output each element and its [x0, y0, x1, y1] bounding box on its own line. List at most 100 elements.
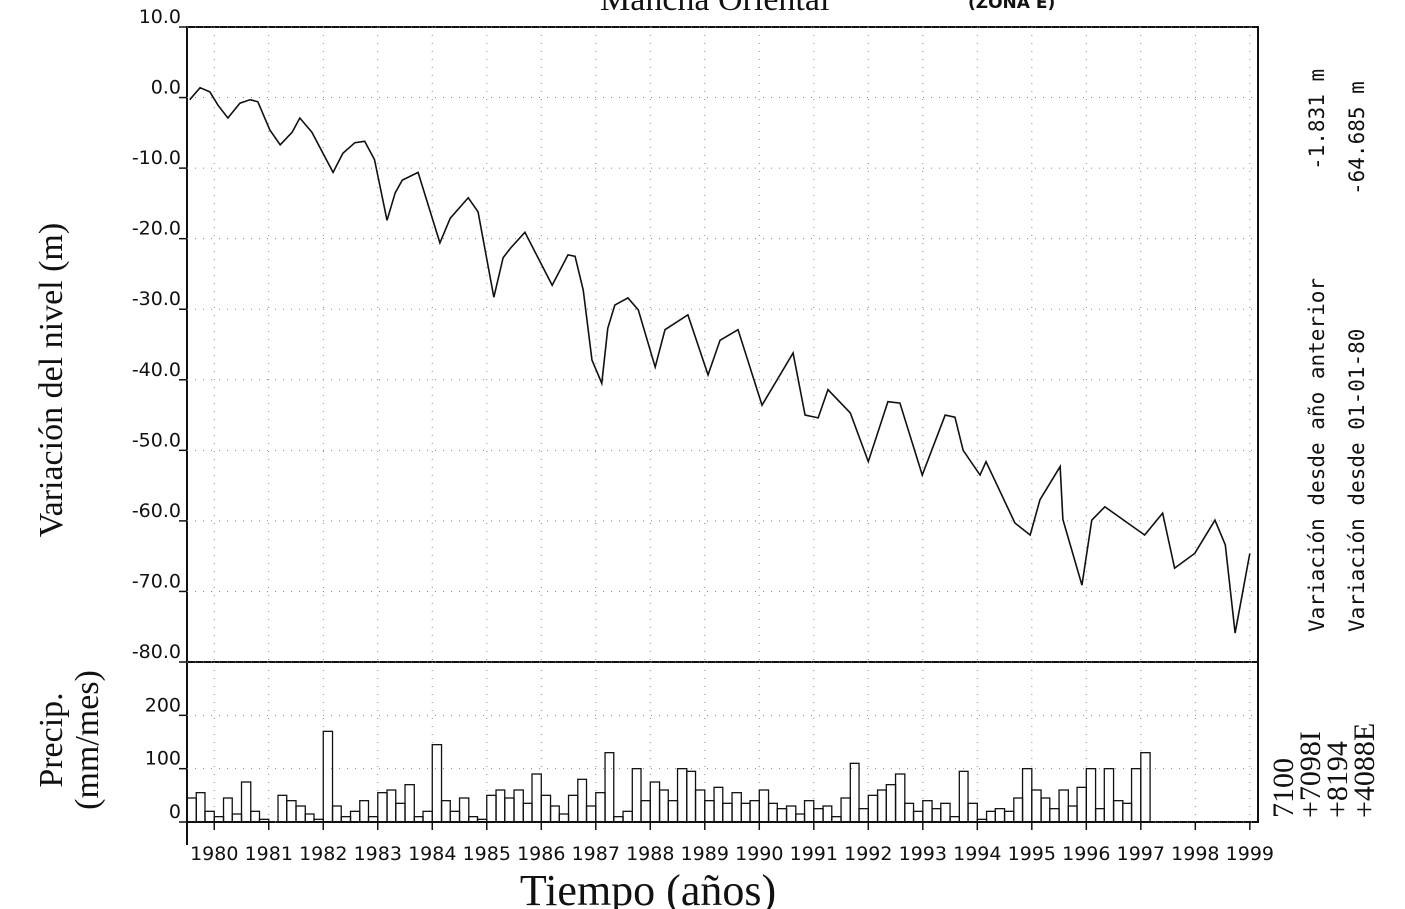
- x-tick-label: 1981: [245, 843, 293, 865]
- precip-bar: [250, 810, 261, 823]
- precip-bar: [849, 762, 860, 823]
- y-tick-label: -60.0: [132, 500, 181, 522]
- precip-bar: [222, 797, 233, 823]
- precip-bar: [295, 805, 306, 823]
- y-tick-label: 10.0: [139, 6, 181, 28]
- x-tick-label: 1999: [1226, 843, 1274, 865]
- precip-bar: [631, 768, 642, 823]
- precip-bar: [840, 797, 851, 823]
- precip-bar: [1040, 797, 1051, 823]
- y-tick-label: -30.0: [132, 288, 181, 310]
- precip-bar: [304, 813, 315, 823]
- precip-bar: [322, 730, 334, 823]
- precip-bar: [313, 818, 324, 823]
- y-tick-label: 100: [145, 748, 181, 770]
- y-axis-label: Variación del nivel (m): [33, 223, 70, 537]
- precip-bar: [531, 773, 542, 823]
- x-tick-label: 1997: [1117, 843, 1165, 865]
- precip-bar: [985, 810, 996, 823]
- precip-bar: [286, 800, 297, 823]
- precip-bar: [549, 805, 560, 823]
- x-tick-label: 1994: [953, 843, 1001, 865]
- precip-bar: [885, 784, 897, 823]
- precip-bar: [722, 802, 733, 823]
- y-tick-label: -80.0: [132, 641, 181, 663]
- precip-bar: [1021, 768, 1033, 823]
- precip-bar: [1076, 786, 1087, 823]
- precip-bar: [922, 800, 933, 823]
- x-tick-label: 1980: [190, 843, 238, 865]
- precip-bar: [822, 805, 833, 823]
- code: +8194: [1321, 741, 1354, 818]
- code: 7100: [1267, 758, 1300, 818]
- precip-bar: [458, 797, 470, 823]
- level-line: [189, 86, 1251, 634]
- precip-bar: [186, 797, 197, 823]
- x-axis-label: Tiempo (años): [520, 866, 776, 909]
- precip-bar: [803, 800, 815, 823]
- precip-bar: [1130, 768, 1142, 823]
- precip-bar: [758, 789, 770, 823]
- annotation: Variación desde 01-01-80: [1345, 329, 1369, 632]
- precip-bar: [713, 786, 724, 823]
- y-tick-label: -50.0: [132, 429, 181, 451]
- x-tick-label: 1989: [681, 843, 729, 865]
- x-tick-label: 1990: [735, 843, 783, 865]
- y-tick-label: -10.0: [132, 147, 181, 169]
- precip-bar: [931, 808, 942, 823]
- y-axis-label: Precip.: [33, 692, 70, 787]
- precip-bar: [431, 744, 443, 823]
- x-tick-label: 1995: [1008, 843, 1056, 865]
- precip-bar: [195, 792, 206, 823]
- precip-bar: [694, 789, 706, 823]
- precip-bar: [967, 802, 978, 823]
- precip-bar: [540, 794, 552, 823]
- y-axis-label: (mm/mes): [69, 670, 106, 810]
- x-tick-label: 1987: [572, 843, 620, 865]
- precip-bar: [640, 800, 651, 823]
- precip-bar: [658, 789, 669, 823]
- precip-bar: [449, 810, 461, 823]
- x-tick-label: 1982: [299, 843, 347, 865]
- precip-bar: [440, 800, 451, 823]
- x-tick-label: 1985: [463, 843, 511, 865]
- precip-bar: [422, 810, 433, 823]
- precip-bar: [1013, 797, 1024, 823]
- x-tick-label: 1992: [844, 843, 892, 865]
- y-tick-label: -70.0: [132, 570, 181, 592]
- precip-bar: [513, 789, 524, 823]
- precip-bar: [1067, 805, 1078, 823]
- y-tick-label: 200: [145, 694, 181, 716]
- precip-bar: [976, 818, 988, 823]
- plot-frame: [186, 26, 1259, 823]
- precip-bar: [1003, 810, 1015, 823]
- precip-bar: [495, 789, 506, 823]
- x-tick-label: 1984: [408, 843, 456, 865]
- precip-bar: [1094, 808, 1105, 823]
- precip-bar: [876, 789, 887, 823]
- precip-bar: [522, 802, 533, 823]
- precip-bar: [904, 802, 915, 823]
- x-tick-label: 1986: [517, 843, 565, 865]
- precip-bar: [1058, 789, 1069, 823]
- precip-bar: [858, 808, 869, 823]
- precip-bar: [740, 802, 751, 823]
- y-tick-label: -20.0: [132, 218, 181, 240]
- precip-bar: [649, 781, 661, 823]
- precip-bar: [813, 808, 824, 823]
- precip-bar: [1103, 768, 1115, 823]
- precip-bar: [676, 768, 688, 823]
- precip-bar: [704, 800, 715, 823]
- precip-bar: [486, 794, 497, 823]
- precip-bar: [395, 802, 406, 823]
- precip-bar: [867, 794, 879, 823]
- precip-bar: [940, 802, 951, 823]
- x-tick-label: 1988: [626, 843, 674, 865]
- precip-bar: [359, 800, 370, 823]
- precip-bar: [504, 797, 515, 823]
- precip-bar: [1031, 789, 1042, 823]
- precip-bar: [667, 800, 679, 823]
- precip-bar: [331, 805, 342, 823]
- precip-bar: [785, 805, 797, 823]
